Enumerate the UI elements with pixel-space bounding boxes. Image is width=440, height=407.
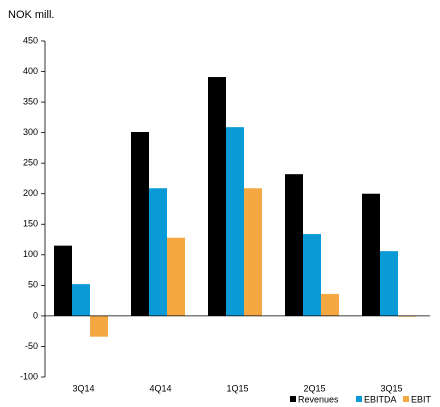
x-tick-label: 4Q14 (149, 383, 171, 393)
legend-swatch (403, 396, 409, 402)
bar (167, 237, 185, 316)
bar (362, 193, 380, 316)
legend-swatch (290, 396, 296, 402)
chart-title: NOK mill. (8, 9, 54, 21)
y-tick-label: 100 (23, 249, 38, 259)
bar (321, 293, 339, 316)
legend-label: EBITDA (364, 394, 397, 404)
legend-swatch (356, 396, 362, 402)
bar (149, 188, 167, 316)
bar (285, 174, 303, 316)
bar (54, 245, 72, 316)
y-tick-label: 450 (23, 35, 38, 45)
bar (72, 284, 90, 316)
x-tick-label: 3Q15 (380, 383, 402, 393)
y-tick-label: -50 (25, 341, 38, 351)
bar (226, 127, 244, 316)
y-tick-label: -100 (20, 371, 38, 381)
legend-label: Revenues (298, 394, 339, 404)
bar (90, 315, 108, 337)
y-tick-label: 400 (23, 66, 38, 76)
y-tick-label: 350 (23, 96, 38, 106)
bar (380, 251, 398, 316)
x-tick-label: 1Q15 (226, 383, 248, 393)
y-tick-label: 50 (28, 280, 38, 290)
x-tick-label: 2Q15 (303, 383, 325, 393)
y-tick-label: 300 (23, 127, 38, 137)
legend-label: EBIT (411, 394, 432, 404)
bar (244, 188, 262, 316)
x-tick-label: 3Q14 (72, 383, 94, 393)
bar (131, 132, 149, 316)
y-tick-label: 200 (23, 188, 38, 198)
bar (208, 77, 226, 316)
bar (303, 234, 321, 316)
y-tick-label: 250 (23, 158, 38, 168)
y-tick-label: 0 (33, 310, 38, 320)
y-tick-label: 150 (23, 219, 38, 229)
